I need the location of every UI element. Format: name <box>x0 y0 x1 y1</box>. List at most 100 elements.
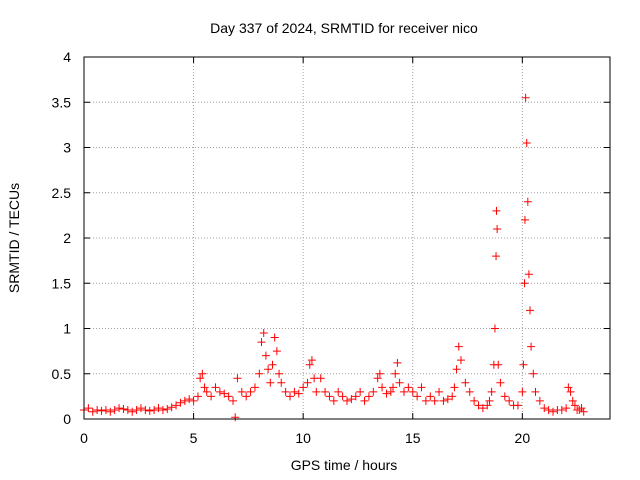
data-point <box>229 396 238 405</box>
data-point <box>575 405 584 414</box>
data-point <box>519 360 528 369</box>
data-point <box>531 387 540 396</box>
data-point <box>435 387 444 396</box>
data-point <box>485 396 494 405</box>
data-point <box>261 351 270 360</box>
data-point <box>307 356 316 365</box>
data-point <box>200 383 209 392</box>
tick-labels: 0 0.5 1 1.5 2 2.5 3 3.5 4 0 5 10 15 20 <box>52 49 531 446</box>
data-point <box>97 406 106 415</box>
data-point <box>526 306 535 315</box>
chart-title: Day 337 of 2024, SRMTID for receiver nic… <box>210 20 478 36</box>
data-point <box>389 383 398 392</box>
data-point <box>439 396 448 405</box>
data-point <box>465 387 474 396</box>
x-tick-label: 10 <box>295 430 311 446</box>
data-point <box>141 405 150 414</box>
data-point <box>520 215 529 224</box>
data-point <box>198 369 207 378</box>
data-point <box>378 383 387 392</box>
data-point <box>544 405 553 414</box>
data-point <box>281 387 290 396</box>
data-point <box>207 392 216 401</box>
x-axis-label: GPS time / hours <box>291 457 398 473</box>
data-point <box>450 383 459 392</box>
data-point <box>570 401 579 410</box>
y-tick-label: 2.5 <box>52 185 72 201</box>
y-axis-label: SRMTID / TECUs <box>6 183 22 293</box>
data-point <box>529 369 538 378</box>
x-tick-label: 20 <box>515 430 531 446</box>
data-point <box>557 405 566 414</box>
data-point <box>521 93 530 102</box>
data-point <box>277 378 286 387</box>
data-point <box>364 392 373 401</box>
data-point <box>185 395 194 404</box>
data-point <box>568 396 577 405</box>
data-point <box>334 387 343 396</box>
data-point <box>395 378 404 387</box>
data-point <box>257 338 266 347</box>
data-point <box>270 333 279 342</box>
data-point <box>123 405 132 414</box>
data-point <box>259 329 268 338</box>
y-tick-label: 0 <box>63 411 71 427</box>
y-tick-label: 3.5 <box>52 94 72 110</box>
data-point <box>493 224 502 233</box>
data-point <box>454 342 463 351</box>
data-point <box>505 396 514 405</box>
data-point <box>268 360 277 369</box>
data-point <box>527 342 536 351</box>
y-tick-label: 4 <box>63 49 71 65</box>
plot-frame <box>83 56 611 420</box>
data-point <box>524 270 533 279</box>
data-point <box>443 395 452 404</box>
data-point <box>456 356 465 365</box>
data-point <box>461 378 470 387</box>
data-point <box>189 396 198 405</box>
data-point <box>513 401 522 410</box>
data-point <box>84 404 93 413</box>
data-point <box>338 392 347 401</box>
data-point <box>426 392 435 401</box>
data-point <box>275 369 284 378</box>
data-point <box>211 383 220 392</box>
data-point <box>193 392 202 401</box>
data-point <box>474 401 483 410</box>
data-point <box>316 374 325 383</box>
data-point <box>202 387 211 396</box>
data-point <box>566 387 575 396</box>
data-point <box>535 396 544 405</box>
data-point <box>470 396 479 405</box>
data-point <box>237 387 246 396</box>
data-point <box>329 396 338 405</box>
data-point <box>413 392 422 401</box>
data-point <box>399 387 408 396</box>
y-tick-label: 1.5 <box>52 275 72 291</box>
data-point <box>487 387 496 396</box>
data-point <box>128 407 137 416</box>
data-point <box>266 378 275 387</box>
data-point <box>343 396 351 405</box>
data-point <box>136 404 145 413</box>
data-point <box>233 374 242 383</box>
data-point <box>492 206 501 215</box>
data-point <box>393 358 402 367</box>
data-point <box>250 383 259 392</box>
data-point <box>430 396 439 405</box>
data-point <box>272 347 281 356</box>
data-point <box>220 389 229 398</box>
data-point <box>132 405 141 414</box>
data-point <box>145 406 154 415</box>
data-point <box>101 405 110 414</box>
data-point <box>490 324 499 333</box>
data-point <box>321 387 330 396</box>
data-point <box>154 404 163 413</box>
data-point <box>294 389 303 398</box>
data-point <box>299 383 308 392</box>
data-point <box>110 405 119 414</box>
data-point <box>386 387 395 396</box>
data-point <box>312 387 321 396</box>
data-point <box>452 365 461 374</box>
